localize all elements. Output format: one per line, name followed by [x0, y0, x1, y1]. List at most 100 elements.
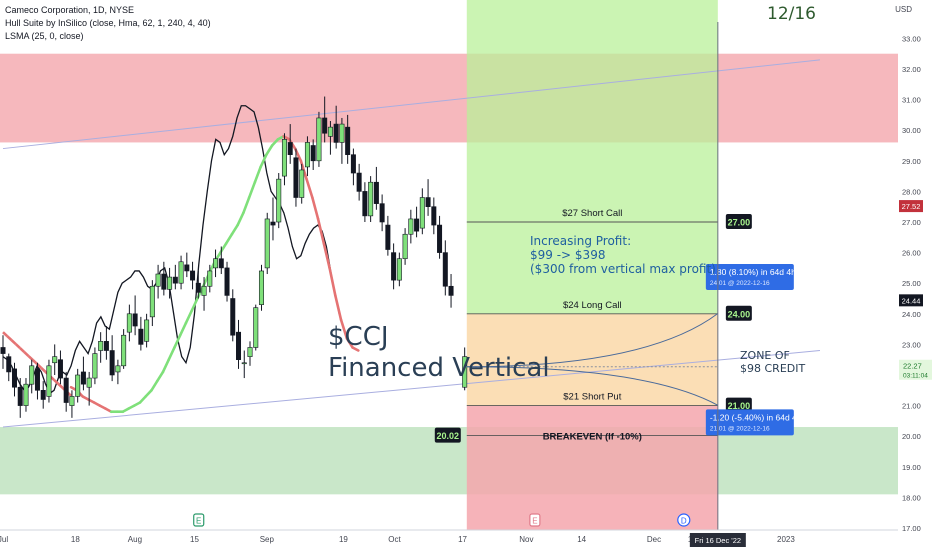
candle-body: [241, 362, 247, 365]
candle: [218, 246, 224, 275]
hull-suite-segment: [6, 335, 13, 342]
candle-body: [149, 285, 155, 318]
event-marker-label: E: [532, 517, 537, 526]
candle: [11, 362, 17, 397]
candle: [448, 274, 454, 308]
level-label: BREAKEVEN (If -10%): [543, 432, 642, 443]
level-marker-box: [725, 397, 752, 413]
candle-body: [431, 206, 437, 226]
candle: [121, 329, 127, 369]
legend-lsma: LSMA (25, 0, close): [5, 31, 84, 41]
hull-suite-segment: [230, 223, 239, 236]
time-tick-label: Sep: [260, 535, 275, 544]
candle: [402, 228, 408, 265]
resistance-zone: [0, 53, 898, 143]
hull-suite-segment: [316, 217, 326, 245]
price-tick-label: 32.00: [902, 65, 921, 74]
hull-suite-segment: [339, 318, 349, 340]
price-tick-label: 29.00: [902, 157, 921, 166]
candle-body: [437, 224, 443, 253]
time-tick-label: 14: [577, 535, 586, 544]
price-tick-label: 19.00: [902, 463, 921, 472]
hull-suite-segment: [242, 196, 251, 215]
candle-body: [310, 145, 316, 162]
candle: [172, 264, 178, 290]
candle: [149, 280, 155, 327]
forecast-label-box: [705, 409, 794, 436]
hull-suite-segment: [311, 196, 320, 221]
candle-body: [373, 181, 379, 204]
current-date-label: Fri 16 Dec '22: [695, 536, 741, 545]
candle-body: [167, 276, 173, 290]
current-price-text: 22.27: [903, 362, 922, 371]
profit-note-line1: Increasing Profit:: [530, 234, 632, 248]
candle-body: [385, 224, 391, 250]
candle-body: [57, 359, 63, 379]
zone-note-line1: ZONE OF: [740, 349, 790, 362]
candle-body: [322, 117, 328, 134]
candle-body: [253, 307, 259, 348]
level-marker-box: [434, 427, 461, 443]
hull-suite-segment: [40, 367, 47, 373]
legend-hull-suite: Hull Suite by InSilico (close, Hma, 62, …: [5, 18, 211, 28]
candle: [299, 163, 305, 204]
candle: [391, 243, 397, 290]
hull-suite-segment: [334, 294, 343, 322]
hull-suite-segment: [253, 165, 262, 184]
price-tick-label: 30.00: [902, 126, 921, 135]
candle-body: [138, 328, 144, 345]
candle: [362, 182, 368, 222]
forecast-down-curve: [466, 366, 719, 406]
hull-suite-segment: [2, 331, 9, 338]
hull-suite-segment: [322, 242, 331, 270]
level-marker-box: [725, 305, 752, 321]
candle: [270, 197, 276, 241]
candle-body: [270, 221, 276, 226]
event-marker-label: D: [681, 517, 687, 526]
candle: [258, 264, 264, 311]
hull-suite-segment: [236, 211, 245, 227]
price-tick-label: 33.00: [902, 34, 921, 43]
candle: [115, 359, 121, 385]
hull-suite-segment: [27, 355, 34, 361]
event-marker-shape: [193, 513, 205, 527]
time-tick-label: Aug: [128, 535, 142, 544]
candle: [0, 335, 6, 369]
candle: [23, 378, 29, 412]
candle: [207, 264, 213, 293]
candle-body: [379, 203, 385, 223]
price-tag-box: [899, 200, 923, 213]
candle-body: [6, 356, 12, 373]
legend-symbol: Cameco Corporation, 1D, NYSE: [5, 5, 135, 15]
candle-body: [293, 157, 299, 198]
hull-suite-segment: [265, 144, 274, 156]
candle-body: [29, 365, 35, 385]
candle-body: [144, 319, 150, 342]
candle: [385, 215, 391, 256]
candle-body: [462, 356, 468, 388]
time-tick-label: 17: [458, 535, 467, 544]
candle-body: [132, 313, 138, 327]
trendline-1: [2, 59, 821, 150]
candle-body: [356, 172, 362, 192]
candle: [213, 249, 219, 278]
candle-body: [190, 270, 196, 281]
candle-body: [247, 347, 253, 357]
hull-suite-segment: [259, 153, 268, 169]
candle: [155, 264, 161, 299]
candle-body: [115, 365, 121, 373]
candle-body: [276, 178, 282, 223]
candle: [236, 319, 242, 369]
candle-body: [178, 261, 184, 284]
candle: [57, 350, 63, 385]
candle-body: [442, 252, 448, 287]
candle-body: [414, 218, 420, 232]
candle-body: [402, 233, 408, 260]
profit-note-line3: ($300 from vertical max profit): [530, 262, 716, 276]
price-tick-label: 17.00: [902, 524, 921, 533]
candle-body: [207, 270, 213, 287]
chart-title: $CCJ Financed Vertical: [328, 322, 550, 384]
hull-suite-segment: [53, 378, 60, 385]
current-date-box: [689, 533, 746, 547]
